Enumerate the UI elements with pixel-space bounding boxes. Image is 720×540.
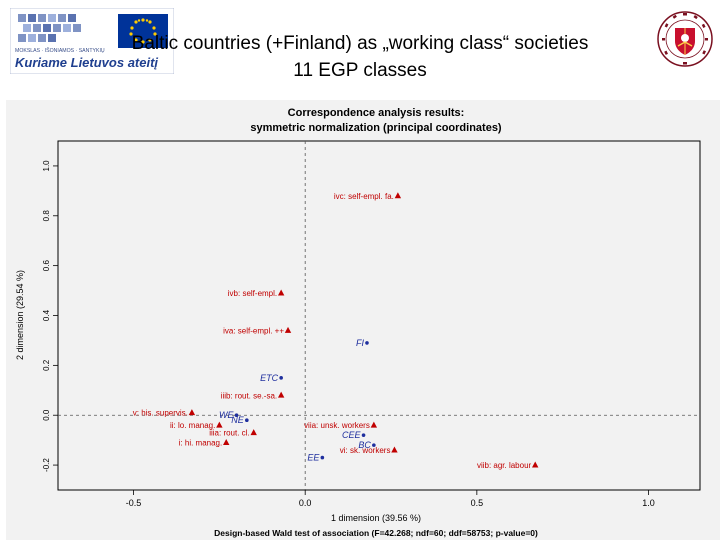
chart-subtitle: symmetric normalization (principal coord… (250, 122, 502, 134)
y-tick-label: 1.0 (42, 160, 51, 172)
chart-footnote: Design-based Wald test of association (F… (214, 528, 538, 538)
university-seal-logo (657, 11, 713, 67)
class-point-label: viia: unsk. workers (304, 421, 370, 430)
country-point (372, 443, 376, 447)
x-tick-label: 0.0 (299, 498, 312, 508)
class-point (250, 429, 257, 436)
class-point-label: ivc: self-empl. fa. (334, 192, 394, 201)
class-point-label: ivb: self-empl. (228, 289, 277, 298)
chart-marks: ivc: self-empl. fa. ivb: self-empl. iva: s… (133, 192, 539, 470)
country-point-label: CEE (342, 430, 362, 440)
country-point (234, 413, 239, 418)
class-point-label: viib: agr. labour (477, 461, 532, 470)
country-point (245, 418, 249, 423)
slide-title-line-2: 11 EGP classes (293, 60, 427, 81)
country-point (279, 376, 283, 380)
slide-header: MOKSLAS · IŠONIAMOS · SANTYKIŲ Kuriame L… (0, 0, 720, 100)
logo-bottom-text: Kuriame Lietuvos ateitį (15, 55, 158, 70)
y-tick-label: 0.8 (42, 210, 51, 222)
chart-title: Correspondence analysis results: (288, 107, 465, 119)
class-point (216, 421, 223, 428)
class-point (394, 192, 402, 199)
x-axis-label: 1 dimension (39.56 %) (331, 513, 421, 523)
class-point (223, 439, 230, 446)
logo-top-text: MOKSLAS · IŠONIAMOS · SANTYKIŲ (15, 47, 105, 54)
y-tick-label: 0.2 (42, 359, 51, 371)
esf-partnership-logo: MOKSLAS · IŠONIAMOS · SANTYKIŲ Kuriame L… (10, 8, 174, 74)
y-tick-label: 0.4 (42, 309, 51, 321)
class-point-label: iiib: rout. se.-sa. (221, 391, 277, 400)
y-tick-label: -0.2 (42, 458, 51, 472)
correspondence-analysis-chart: Correspondence analysis results: symmetr… (15, 107, 701, 538)
y-tick-label: 0.6 (42, 260, 51, 272)
country-point (365, 341, 369, 345)
class-point-label: v: his. supervis. (133, 409, 188, 418)
class-point-label: vi: sk. workers (340, 446, 391, 455)
class-point (277, 391, 285, 398)
class-point (532, 461, 539, 468)
class-point (277, 289, 285, 296)
class-point (391, 446, 398, 453)
x-tick-label: -0.5 (126, 498, 142, 508)
class-point-label: i: hi. manag. (179, 439, 223, 448)
eu-mosaic-icon (18, 14, 81, 42)
class-point (284, 326, 292, 333)
country-point (361, 433, 366, 437)
country-point (320, 455, 325, 460)
class-point-label: iva: self-empl. ++ (223, 326, 284, 335)
eu-flag-icon (118, 14, 168, 48)
class-point-label: iiia: rout. cl. (209, 429, 249, 438)
x-axis-ticks: -0.5 0.0 0.5 1.0 (126, 490, 655, 508)
y-axis-ticks: -0.2 0.0 0.2 0.4 0.6 0.8 1.0 (42, 160, 58, 472)
country-point-label: ETC (260, 373, 279, 383)
reference-lines (58, 141, 700, 490)
country-point-label: FI (356, 338, 364, 348)
x-tick-label: 1.0 (642, 498, 655, 508)
country-point-label: BC (358, 440, 371, 450)
chart-panel: Correspondence analysis results: symmetr… (6, 100, 720, 540)
country-point-label: NE (231, 415, 244, 425)
y-axis-label: 2 dimension (29.54 %) (15, 270, 25, 360)
y-tick-label: 0.0 (42, 409, 51, 421)
class-point-label: ii: lo. manag. (170, 421, 215, 430)
country-point-label: WE (219, 410, 234, 420)
shield-icon (675, 28, 695, 55)
class-point (188, 409, 196, 416)
slide-title-line-1: Baltic countries (+Finland) as „working … (131, 33, 589, 54)
class-point (370, 421, 378, 428)
x-tick-label: 0.5 (471, 498, 484, 508)
country-point-label: EE (307, 453, 320, 463)
slide-title: Baltic countries (+Finland) as „working … (60, 30, 660, 84)
seal-ring-lettering-icon (662, 13, 708, 65)
